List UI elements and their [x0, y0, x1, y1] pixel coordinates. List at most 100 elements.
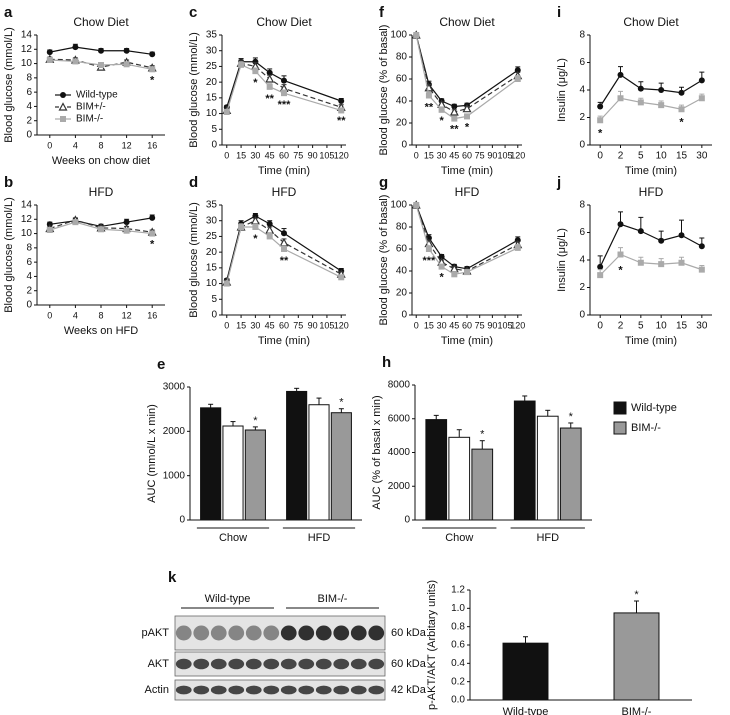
y-axis-label: AUC (% of basal x min): [371, 395, 383, 509]
x-tick-label: 8: [98, 140, 103, 150]
y-tick-label: 35: [206, 30, 218, 41]
y-tick-label: 0: [26, 300, 32, 311]
marker: [678, 89, 685, 96]
significance: *: [253, 77, 258, 89]
chart-title: Chow Diet: [256, 15, 312, 29]
marker: [617, 71, 624, 78]
marker: [698, 95, 705, 102]
x-tick-label: 30: [437, 150, 447, 160]
blot-row-label: pAKT: [141, 627, 169, 639]
x-tick-label: 120: [334, 150, 349, 160]
marker: [462, 103, 472, 113]
marker: [658, 261, 665, 268]
panel-letter: j: [556, 174, 561, 191]
significance: *: [253, 415, 258, 427]
series-line: [415, 34, 519, 108]
bar: [425, 419, 448, 521]
marker: [438, 263, 445, 270]
x-tick-label: 12: [122, 140, 132, 150]
marker: [281, 230, 287, 237]
y-tick-label: 5: [211, 294, 217, 305]
y-tick-label: 15: [206, 262, 218, 273]
chart-title: Chow Diet: [623, 15, 679, 29]
x-tick-label: 120: [510, 320, 525, 330]
marker: [123, 47, 130, 54]
significance: *: [679, 116, 684, 128]
marker: [281, 90, 287, 97]
panel-letter: d: [189, 174, 198, 191]
bar: [536, 415, 559, 521]
y-tick-label: 6: [26, 257, 32, 268]
category-label: Chow: [445, 532, 473, 544]
marker: [72, 44, 79, 51]
x-tick-label: 30: [250, 320, 260, 330]
significance: **: [450, 124, 459, 136]
significance: ***: [278, 99, 292, 111]
marker: [252, 224, 259, 230]
y-axis-label: Blood glucose (% of basal): [378, 195, 390, 326]
legend-label: BIM-/-: [76, 114, 103, 125]
bar: [613, 612, 660, 701]
category-label: Chow: [219, 532, 247, 544]
x-tick-label: 90: [487, 320, 497, 330]
y-tick-label: 6: [579, 227, 585, 238]
x-tick-label: 10: [656, 321, 668, 332]
blot-band: [263, 625, 280, 641]
blot-band: [298, 658, 315, 670]
marker: [514, 244, 521, 251]
blot-band: [350, 625, 367, 641]
x-tick-label: 75: [293, 150, 303, 160]
marker: [617, 251, 624, 258]
y-tick-label: 20: [206, 77, 218, 88]
significance: *: [465, 122, 470, 134]
y-tick-label: 30: [206, 45, 218, 56]
blot-band: [210, 625, 227, 641]
marker: [617, 221, 624, 228]
y-tick-label: 4: [579, 255, 585, 266]
legend-label: BIM+/-: [76, 102, 106, 113]
blot-band: [193, 625, 210, 641]
blot-band: [280, 658, 297, 670]
blot-band: [210, 658, 227, 670]
blot-band: [315, 625, 332, 641]
marker: [123, 61, 130, 68]
significance: ***: [423, 255, 437, 267]
y-axis-label: Blood glucose (% of basal): [378, 25, 390, 156]
x-tick-label: 16: [147, 140, 157, 150]
marker: [597, 263, 604, 270]
y-tick-label: 10: [206, 278, 218, 289]
y-tick-label: 6000: [388, 413, 411, 424]
marker: [413, 32, 420, 38]
y-tick-label: 8: [26, 72, 32, 83]
x-tick-label: 105: [498, 320, 513, 330]
y-tick-label: 100: [390, 30, 407, 41]
x-axis-label: Time (min): [625, 165, 677, 177]
y-tick-label: 1.2: [451, 585, 465, 596]
blot-band: [263, 685, 280, 695]
significance: **: [280, 255, 289, 267]
x-tick-label: 0: [414, 320, 419, 330]
y-tick-label: 6: [579, 57, 585, 68]
y-axis-label: Insulin (μg/L): [556, 58, 568, 122]
y-tick-label: 0.0: [451, 695, 465, 706]
x-tick-label: 15: [424, 150, 434, 160]
bar: [513, 400, 536, 521]
series-line: [599, 253, 703, 276]
x-tick-label: 0: [224, 320, 229, 330]
marker: [678, 259, 685, 266]
y-tick-label: 2: [26, 115, 32, 126]
y-tick-label: 4: [26, 271, 32, 282]
blot-band: [315, 685, 332, 695]
x-tick-label: 45: [265, 320, 275, 330]
x-tick-label: 105: [319, 150, 334, 160]
significance: *: [634, 589, 639, 601]
marker: [597, 103, 604, 110]
x-tick-label: 90: [308, 320, 318, 330]
significance: *: [439, 115, 444, 127]
panel-letter: i: [557, 4, 561, 21]
blot-band: [175, 625, 192, 641]
marker: [238, 61, 245, 68]
y-tick-label: 0: [401, 310, 407, 321]
marker: [338, 274, 345, 281]
x-tick-label: 30: [696, 321, 708, 332]
